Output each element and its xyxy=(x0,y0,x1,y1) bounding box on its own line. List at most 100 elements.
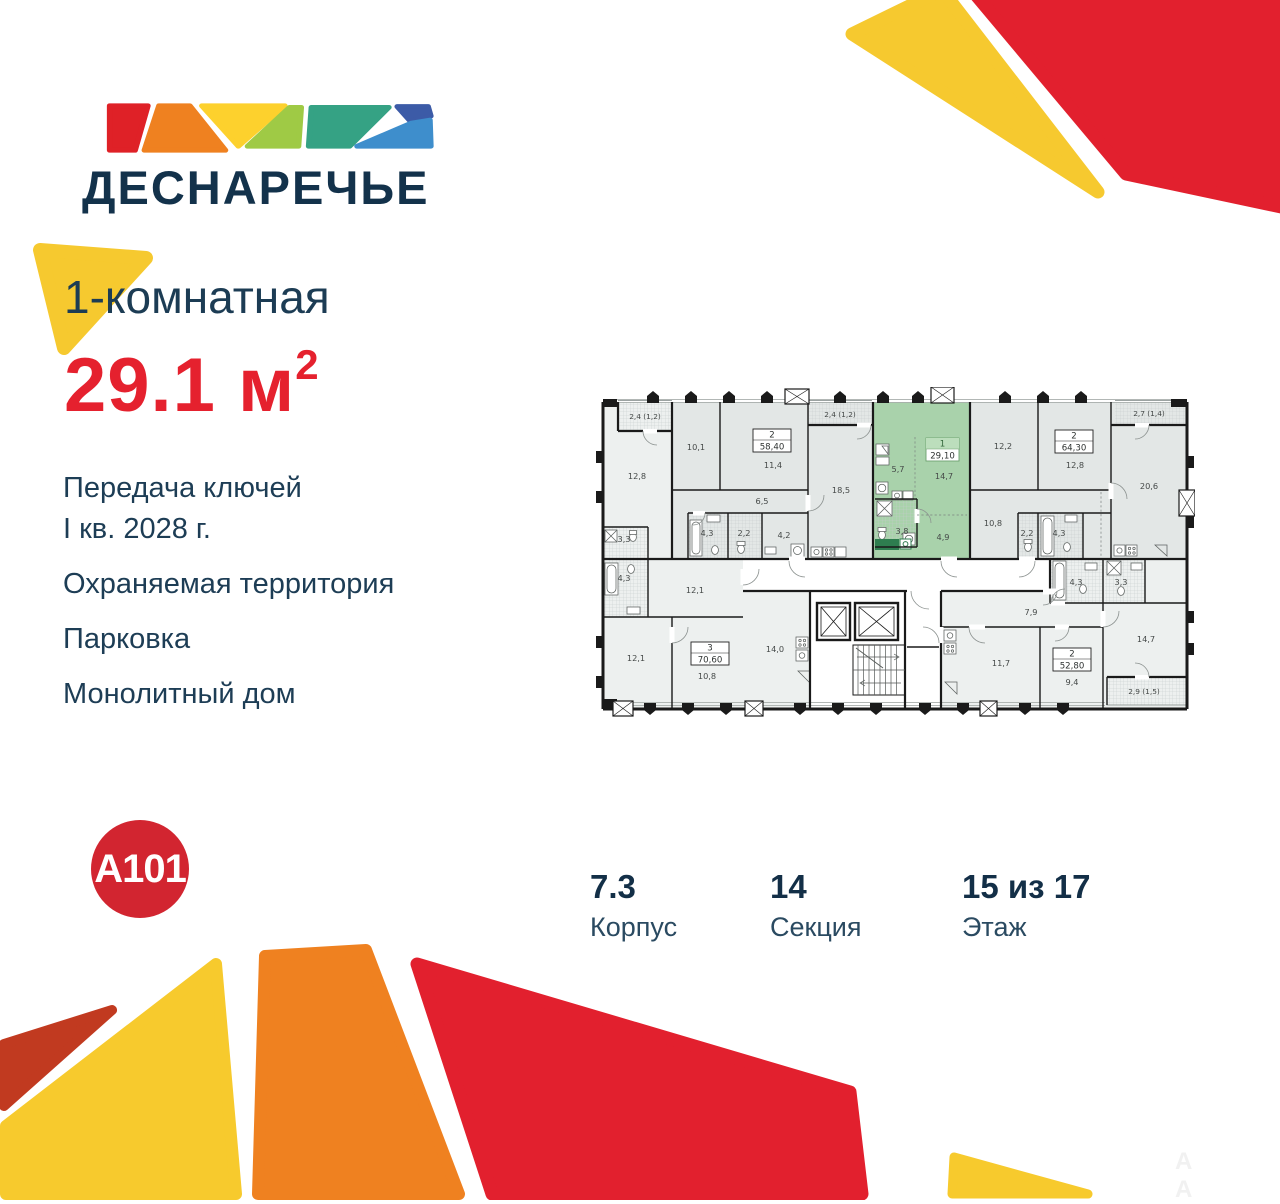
fixtures xyxy=(604,443,1168,695)
svg-text:58,40: 58,40 xyxy=(760,443,785,453)
decor-shapes-top-right xyxy=(845,0,1280,214)
room-area-label: 12,1 xyxy=(627,653,645,663)
decor-red-polygon xyxy=(971,0,1280,214)
room-area-label: 10,8 xyxy=(984,518,1002,528)
feature-handover-line2: I кв. 2028 г. xyxy=(63,513,211,545)
brand-logo-mosaic xyxy=(106,103,434,153)
building-value: 7.3 xyxy=(590,868,636,905)
apartment-tag: 2 58,40 xyxy=(752,428,792,453)
door-gaps xyxy=(643,422,1149,680)
apartment-tag: 3 70,60 xyxy=(690,641,730,666)
room-labels: 2,4 (1,2) 12,8 10,1 11,4 2,4 (1,2) 18,5 … xyxy=(617,409,1164,696)
decor-triangle-yellow-left xyxy=(33,243,153,355)
room-area-label: 5,7 xyxy=(891,464,904,474)
decor-yellow-small xyxy=(947,1152,1093,1199)
watermark: А А xyxy=(1175,1148,1229,1203)
door-swings xyxy=(642,424,1150,678)
decor-red-triangle xyxy=(410,957,869,1200)
mosaic-piece-yellow xyxy=(199,103,288,149)
vent-shafts xyxy=(612,387,1195,717)
kitchen-counter-highlight xyxy=(875,538,912,550)
meta-floor: 15 из 17 Этаж xyxy=(962,868,1090,943)
features-list: Передача ключей I кв. 2028 г. Охраняемая… xyxy=(63,468,394,715)
room-area-label: 14,7 xyxy=(935,471,953,481)
apartment-tag: 2 64,30 xyxy=(1054,429,1094,454)
building-label: Корпус xyxy=(590,912,678,942)
floor-value: 15 из 17 xyxy=(962,868,1091,905)
section-value: 14 xyxy=(770,868,807,905)
apartment-tag-highlighted: 1 29,10 xyxy=(925,437,960,462)
room-area-label: 2,7 (1,4) xyxy=(1133,409,1165,418)
svg-text:2: 2 xyxy=(769,431,774,441)
room-area-label: 18,5 xyxy=(832,485,850,495)
decor-yellow-ray xyxy=(845,0,1105,199)
room-area-label: 4,3 xyxy=(1069,577,1082,587)
mosaic-piece-darkblue xyxy=(394,104,434,124)
room-area-label: 20,6 xyxy=(1140,481,1158,491)
svg-text:1: 1 xyxy=(940,440,945,450)
facade-columns xyxy=(596,391,1194,715)
room-area-label: 4,2 xyxy=(777,530,790,540)
area-unit: м xyxy=(238,343,296,428)
room-area-label: 14,7 xyxy=(1137,634,1155,644)
mosaic-piece-green xyxy=(305,104,392,149)
room-area-label: 2,9 (1,5) xyxy=(1128,687,1160,696)
decor-orange-trapezoid xyxy=(252,944,465,1200)
mosaic-piece-red xyxy=(106,103,151,153)
svg-text:52,80: 52,80 xyxy=(1060,662,1085,672)
room-area-label: 10,8 xyxy=(698,671,716,681)
room-area-label: 3,8 xyxy=(895,526,908,536)
room-area-label: 2,2 xyxy=(1020,528,1033,538)
room-area-label: 14,0 xyxy=(766,644,784,654)
room-area-label: 12,2 xyxy=(994,441,1012,451)
room-area-label: 9,4 xyxy=(1065,677,1078,687)
meta-section: 14 Секция xyxy=(770,868,862,943)
floor-label: Этаж xyxy=(962,912,1027,942)
room-area-label: 12,1 xyxy=(686,585,704,595)
room-area-label: 2,4 (1,2) xyxy=(629,412,661,421)
decor-shapes-bottom xyxy=(0,944,1093,1200)
zone-dashed-lines xyxy=(914,437,1102,557)
room-area-label: 4,3 xyxy=(700,528,713,538)
staircase xyxy=(852,644,906,696)
room-area-label: 3,3 xyxy=(1114,577,1127,587)
developer-logo: А101 xyxy=(91,820,189,918)
area-sup: 2 xyxy=(295,340,320,388)
room-area-label: 11,4 xyxy=(764,460,782,470)
meta-building: 7.3 Корпус xyxy=(590,868,677,943)
area-value: 29.1 xyxy=(64,343,216,428)
svg-text:70,60: 70,60 xyxy=(698,656,723,666)
room-area-label: 4,3 xyxy=(617,573,630,583)
section-label: Секция xyxy=(770,912,862,942)
floor-plan: 2,4 (1,2) 12,8 10,1 11,4 2,4 (1,2) 18,5 … xyxy=(596,387,1195,717)
svg-text:3: 3 xyxy=(707,644,712,654)
feature-security: Охраняемая территория xyxy=(63,568,395,600)
room-area-label: 2,4 (1,2) xyxy=(824,410,856,419)
developer-logo-text: А101 xyxy=(94,846,187,891)
decor-darkred-triangle xyxy=(0,1005,117,1111)
svg-text:29,10: 29,10 xyxy=(930,452,955,462)
feature-handover-line1: Передача ключей xyxy=(63,472,302,504)
room-area-label: 4,3 xyxy=(1052,528,1065,538)
room-area-label: 7,9 xyxy=(1024,607,1037,617)
svg-text:2: 2 xyxy=(1071,432,1076,442)
room-area-label: 3,3 xyxy=(617,534,630,544)
room-area-label: 6,5 xyxy=(755,496,768,506)
decor-yellow-triangle xyxy=(0,958,242,1200)
mosaic-piece-blue xyxy=(354,117,434,149)
apartment-tag: 2 52,80 xyxy=(1052,647,1092,672)
mosaic-piece-orange xyxy=(141,103,229,153)
room-area-label: 10,1 xyxy=(687,442,705,452)
apartment-tags: 2 58,40 1 29,10 2 64,30 3 70,60 2 52,80 xyxy=(690,428,1094,672)
brand-name: ДЕСНАРЕЧЬЕ xyxy=(82,161,430,214)
room-area-label: 12,8 xyxy=(1066,460,1084,470)
feature-building-type: Монолитный дом xyxy=(63,678,296,710)
svg-text:64,30: 64,30 xyxy=(1062,444,1087,454)
room-area-label: 4,9 xyxy=(936,532,949,542)
listing-area: 29.1 м2 xyxy=(64,340,320,429)
mosaic-piece-lightgreen xyxy=(244,104,305,149)
feature-parking: Парковка xyxy=(63,623,191,655)
room-area-label: 11,7 xyxy=(992,658,1010,668)
listing-type: 1-комнатная xyxy=(64,271,330,323)
svg-text:2: 2 xyxy=(1069,650,1074,660)
